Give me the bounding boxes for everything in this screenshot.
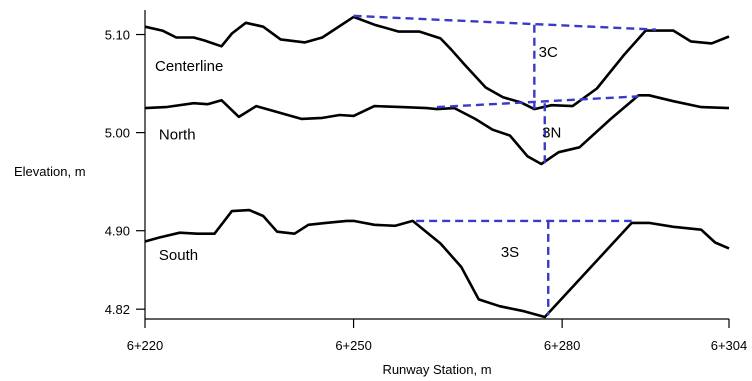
annotation-top-line <box>436 95 639 109</box>
annotation-3n: 3N <box>436 95 639 165</box>
annotation-top-line <box>353 14 657 31</box>
annotation-label: 3N <box>542 125 561 142</box>
y-tick-label: 4.82 <box>105 302 130 317</box>
series-label-south: South <box>159 247 198 264</box>
x-axis-title: Runway Station, m <box>382 362 491 377</box>
y-tick-label: 4.90 <box>105 224 130 239</box>
y-ticks: 4.82 4.90 5.00 5.10 <box>105 28 145 317</box>
series-label-north: North <box>159 126 196 143</box>
series-label-centerline: Centerline <box>155 58 223 75</box>
x-tick-label: 6+220 <box>127 338 164 353</box>
series-line-centerline <box>144 15 730 111</box>
y-tick-label: 5.00 <box>105 126 130 141</box>
annotation-label: 3C <box>539 44 558 61</box>
annotation-label: 3S <box>501 244 519 261</box>
series-line-south <box>144 208 730 319</box>
series-line-north <box>144 94 730 166</box>
y-tick-label: 5.10 <box>105 28 130 43</box>
y-axis-title: Elevation, m <box>14 164 86 179</box>
annotation-3s: 3S <box>416 219 632 316</box>
x-tick-label: 6+304 <box>711 338 748 353</box>
x-tick-label: 6+250 <box>335 338 372 353</box>
x-ticks: 6+220 6+250 6+280 6+304 <box>127 319 748 353</box>
annotations: 3C 3N 3S <box>353 14 657 316</box>
annotation-3c: 3C <box>353 14 657 110</box>
series-lines: Centerline North South <box>144 15 730 319</box>
axes: 6+220 6+250 6+280 6+304 4.82 4.90 5.00 5.10 Ru… <box>14 10 747 377</box>
x-tick-label: 6+280 <box>544 338 581 353</box>
